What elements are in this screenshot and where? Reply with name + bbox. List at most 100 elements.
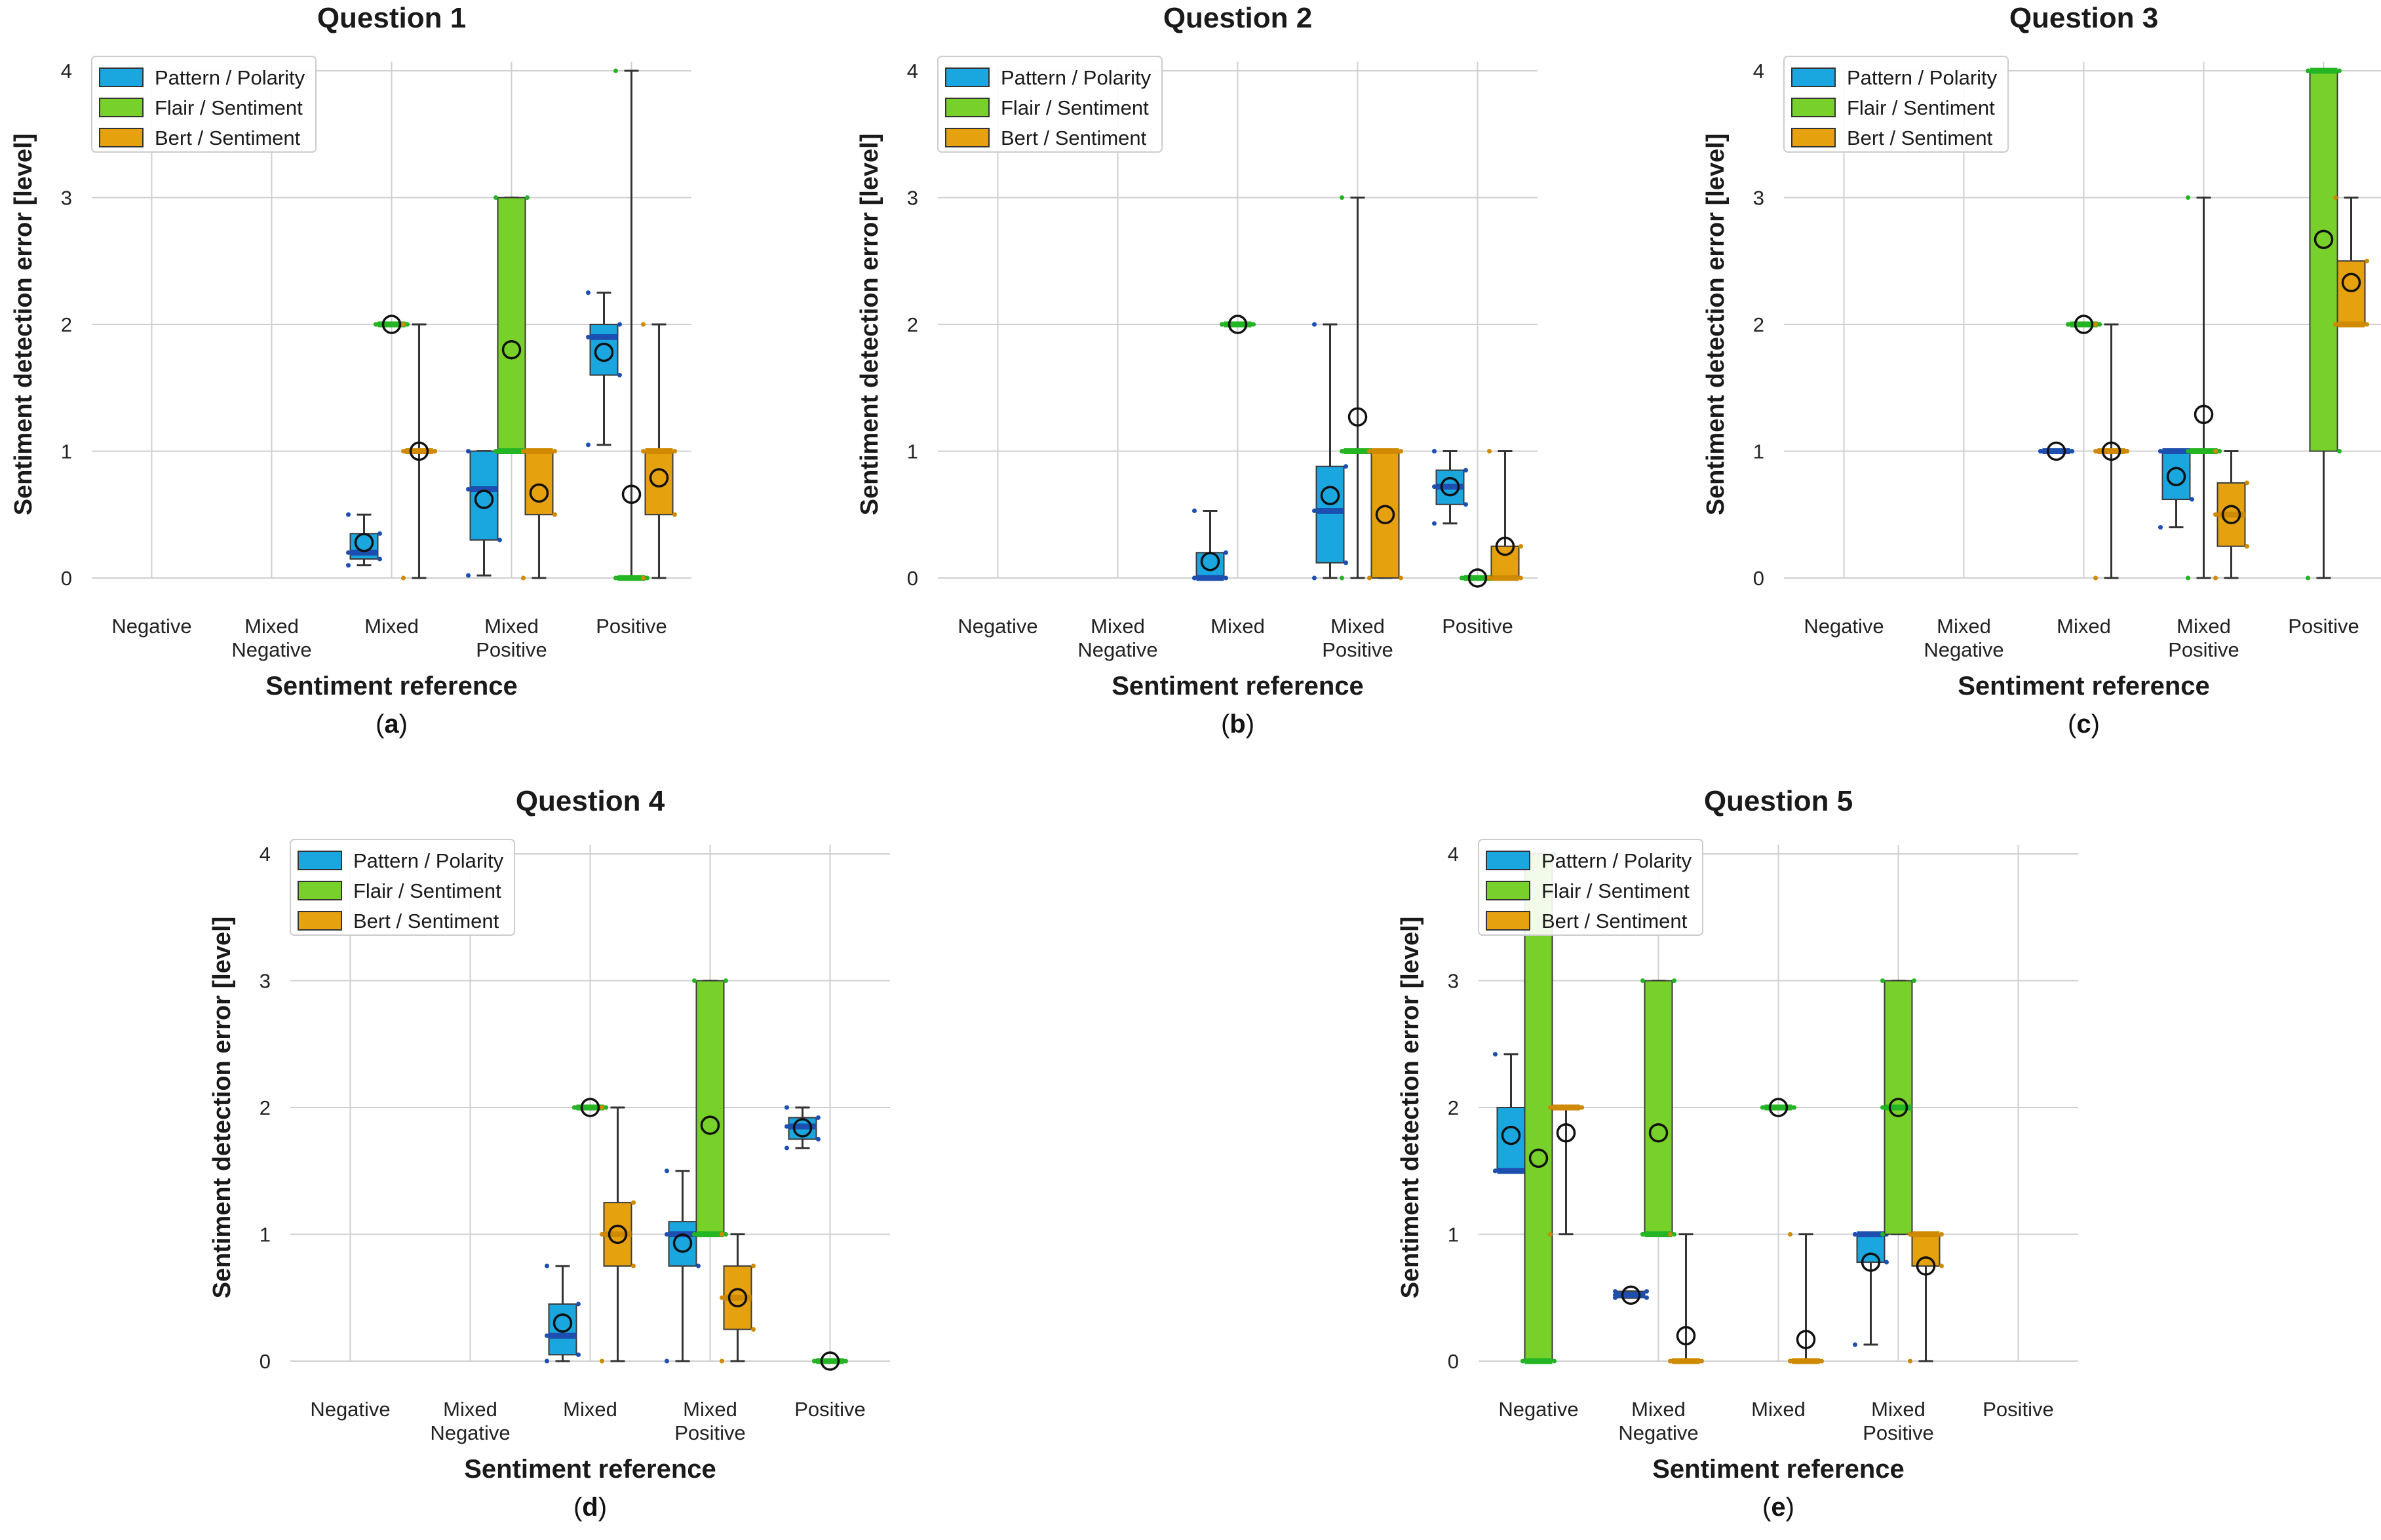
x-tick-label: Negative (1804, 615, 1884, 638)
mean-marker (1320, 486, 1340, 505)
box-body (2336, 260, 2366, 325)
y-axis-label: Sentiment detection error [level] (208, 917, 236, 1299)
x-tick-label-line: Mixed (2177, 615, 2231, 638)
box-flair-3 (1340, 195, 1376, 581)
data-point (631, 1200, 636, 1205)
data-point (466, 449, 471, 453)
y-tick-label: 2 (1448, 1096, 1459, 1119)
box-pattern-3 (665, 1168, 701, 1364)
mean-marker (1888, 1098, 1908, 1117)
y-tick-label: 1 (1448, 1223, 1459, 1246)
x-tick-label-line: Positive (1442, 615, 1513, 638)
x-tick-label-line: Negative (1804, 615, 1884, 638)
data-point (2125, 449, 2129, 453)
data-point (2038, 449, 2043, 453)
x-tick-label-line: Positive (2168, 638, 2239, 661)
mean-marker (474, 490, 494, 509)
x-axis-label: Sentiment reference (1958, 672, 2210, 701)
box-body (497, 197, 526, 452)
data-point (1792, 1105, 1796, 1110)
mean-marker (1556, 1123, 1576, 1143)
mean-marker (608, 1224, 628, 1244)
mean-marker (792, 1118, 813, 1138)
data-point (720, 1232, 724, 1237)
data-point (1884, 1260, 1889, 1265)
mean-marker (1796, 1330, 1816, 1349)
data-point (2066, 322, 2070, 327)
data-point (720, 1295, 724, 1300)
mean-marker (700, 1115, 720, 1135)
x-tick-label: Mixed Negative (1077, 615, 1157, 661)
data-point (1819, 1358, 1824, 1364)
data-point (645, 575, 649, 581)
data-point (586, 290, 590, 296)
mean-marker (1501, 1125, 1521, 1145)
x-tick-label: Mixed (2057, 615, 2111, 638)
x-tick-label: Mixed Negative (231, 615, 311, 661)
data-point (1908, 1358, 1912, 1364)
data-point (2333, 322, 2338, 327)
data-point (1367, 449, 1372, 453)
data-point (1220, 322, 1224, 327)
data-point (617, 372, 622, 377)
legend-swatch (1791, 98, 1836, 117)
legend-swatch (1486, 851, 1530, 870)
box-body (1315, 465, 1345, 564)
data-point (1640, 1232, 1645, 1237)
subfigure-paren: ( (376, 710, 385, 739)
subfigure-letter: b (1229, 710, 1245, 739)
y-tick-label: 3 (61, 187, 72, 210)
data-point (1340, 195, 1344, 200)
legend-swatch (99, 128, 144, 147)
x-tick-label-line: Negative (430, 1421, 510, 1444)
data-point (672, 512, 677, 517)
mean-marker (2101, 441, 2121, 461)
x-tick-label-line: Negative (231, 638, 311, 661)
legend-swatch (945, 67, 990, 87)
data-point (1224, 550, 1228, 555)
mean-marker (621, 484, 642, 505)
data-point (665, 1232, 669, 1237)
mean-marker (820, 1351, 840, 1371)
data-point (1548, 1232, 1553, 1237)
y-tick-label: 4 (61, 60, 72, 83)
box-pattern-4 (586, 290, 622, 448)
data-point (2186, 195, 2190, 200)
mean-marker (381, 315, 402, 334)
data-point (641, 575, 646, 581)
x-tick-label-line: Mixed (2057, 615, 2111, 638)
subfigure-paren: ) (1786, 1493, 1794, 1522)
data-point (466, 487, 471, 492)
y-tick-label: 0 (260, 1350, 271, 1373)
x-tick-label-line: Positive (1983, 1398, 2054, 1421)
x-tick-label: Negative (958, 615, 1037, 638)
data-point (1880, 978, 1885, 983)
data-point (665, 1168, 669, 1174)
y-tick-label: 4 (260, 843, 271, 866)
data-point (346, 563, 351, 568)
box-body (2161, 450, 2191, 501)
data-point (1399, 449, 1403, 453)
data-point (346, 512, 351, 517)
x-tick-label-line: Mixed (1091, 615, 1145, 638)
y-tick-label: 1 (1753, 440, 1764, 463)
data-point (1613, 1289, 1617, 1294)
data-point (751, 1263, 756, 1269)
x-tick-label-line: Positive (794, 1398, 866, 1421)
data-point (2190, 497, 2194, 502)
legend-swatch (945, 128, 990, 147)
y-tick-label: 2 (61, 313, 72, 336)
y-tick-label: 2 (907, 313, 918, 336)
data-point (1312, 575, 1317, 581)
data-point (724, 978, 728, 983)
data-point (552, 512, 557, 517)
data-point (552, 449, 557, 453)
data-point (2093, 449, 2098, 453)
box-pattern-2 (545, 1263, 581, 1364)
data-point (600, 1232, 604, 1237)
data-point (816, 1136, 821, 1142)
data-point (1192, 508, 1197, 513)
box-bert-2 (2093, 322, 2129, 581)
